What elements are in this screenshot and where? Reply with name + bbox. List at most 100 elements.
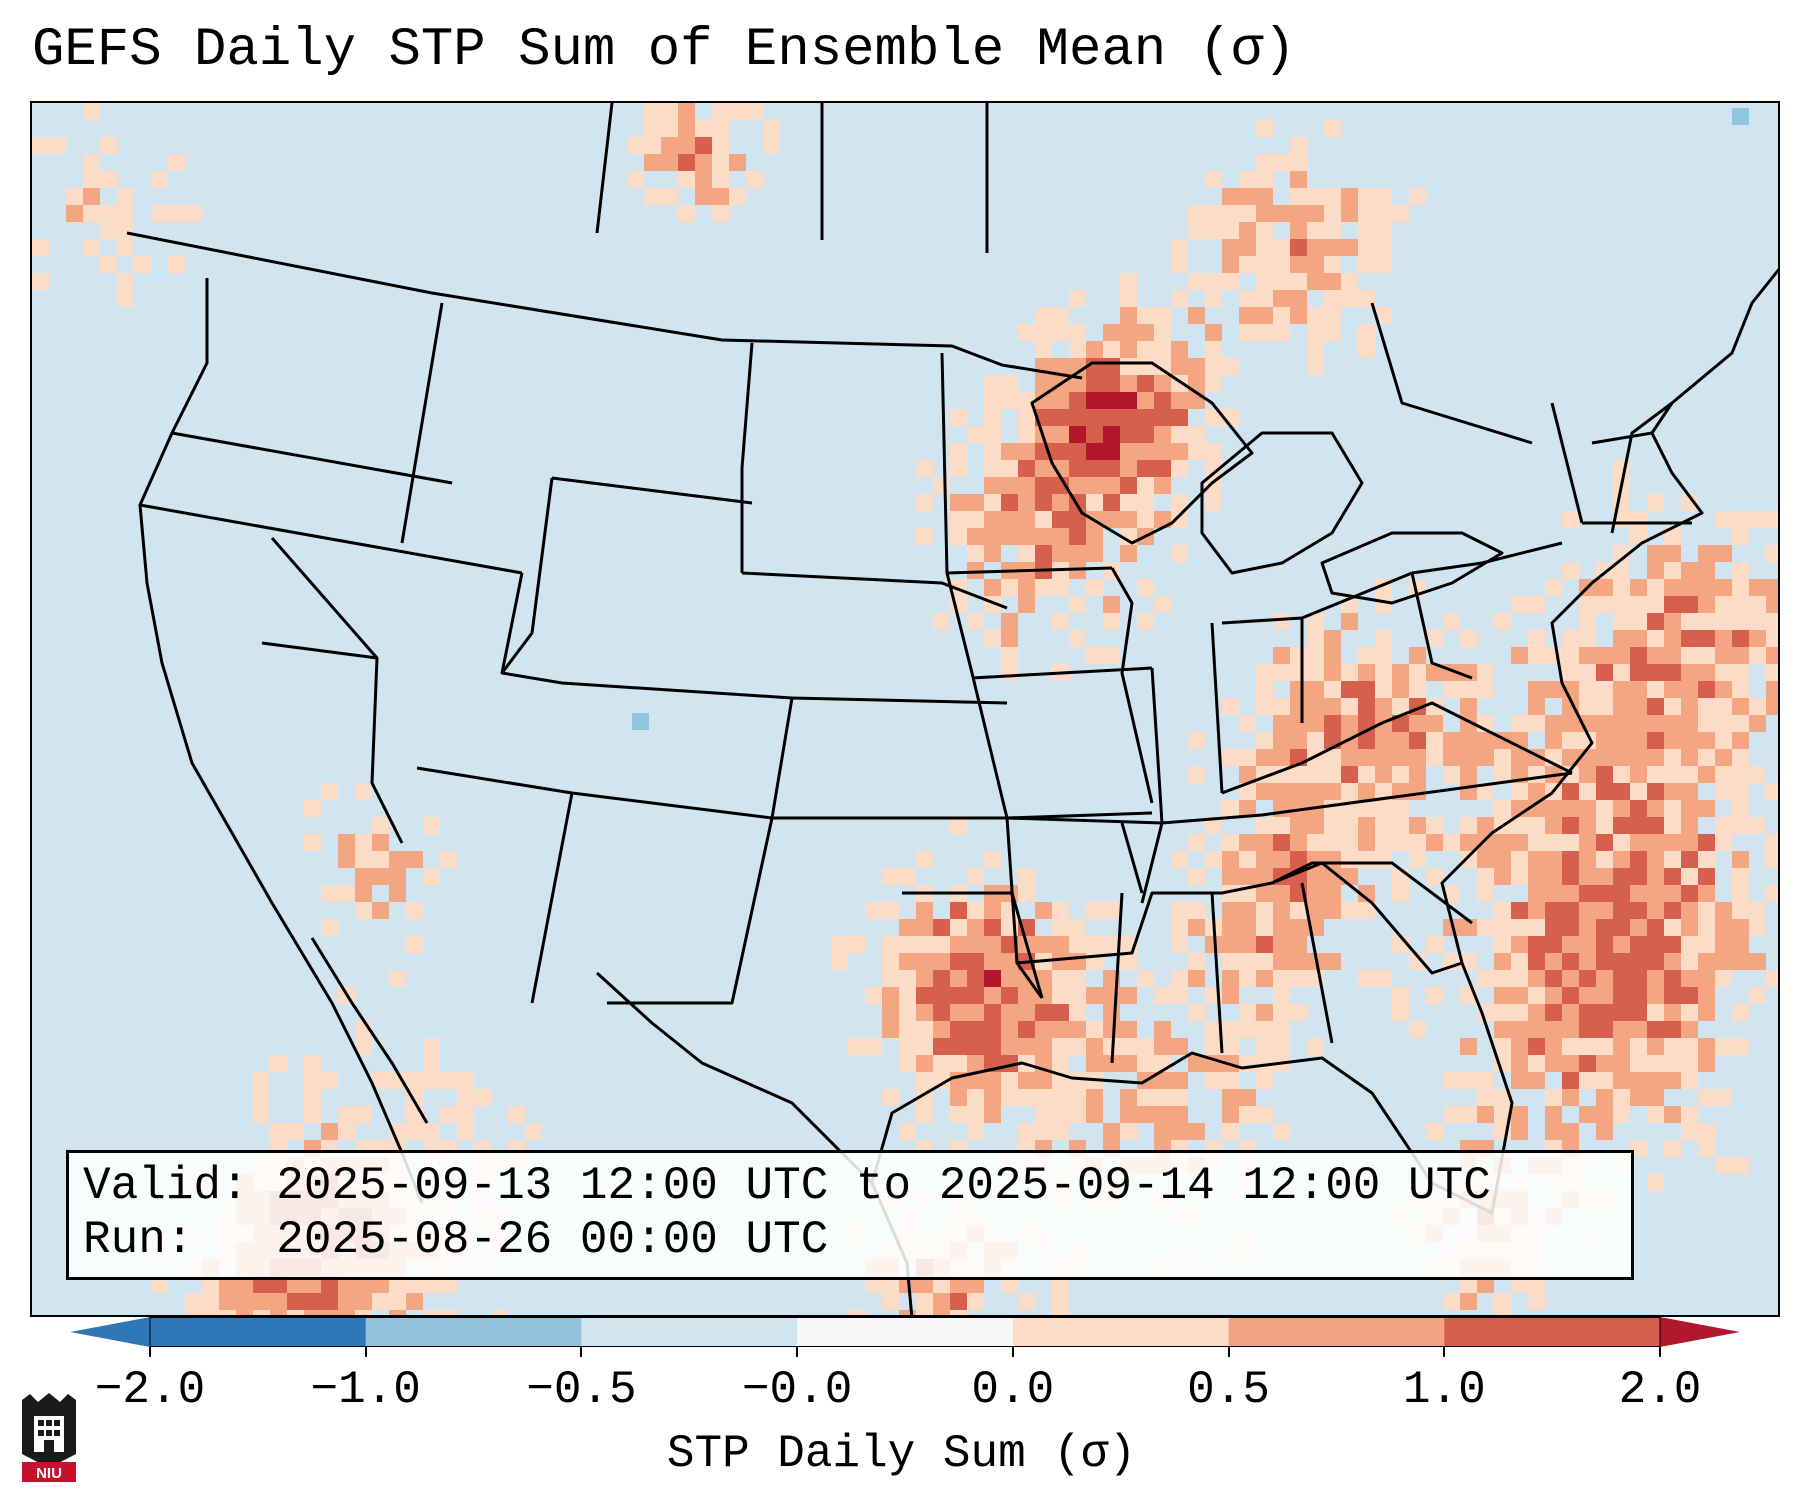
stp-cell xyxy=(1239,188,1256,205)
stp-cell xyxy=(440,1310,457,1315)
stp-cell-negative xyxy=(1732,108,1749,125)
stp-cell xyxy=(1681,1055,1698,1072)
map-panel xyxy=(30,101,1780,1317)
stp-cell xyxy=(916,460,933,477)
stp-cell xyxy=(1273,307,1290,324)
stp-cell xyxy=(1681,664,1698,681)
stp-cell xyxy=(1392,834,1409,851)
colorbar-segment xyxy=(797,1317,1014,1347)
stp-cell xyxy=(304,834,321,851)
stp-cell xyxy=(1715,664,1732,681)
stp-cell xyxy=(1477,1106,1494,1123)
stp-cell xyxy=(763,120,780,137)
stp-cell xyxy=(1528,1072,1545,1089)
stp-cell xyxy=(1613,766,1630,783)
stp-cell xyxy=(1545,1089,1562,1106)
stp-cell xyxy=(984,545,1001,562)
stp-cell xyxy=(1256,239,1273,256)
stp-cell xyxy=(1018,324,1035,341)
stp-cell xyxy=(1511,1038,1528,1055)
stp-cell xyxy=(1324,256,1341,273)
stp-cell xyxy=(1698,647,1715,664)
stp-cell xyxy=(1069,477,1086,494)
stp-cell xyxy=(1596,834,1613,851)
stp-cell xyxy=(1103,596,1120,613)
stp-cell xyxy=(933,1055,950,1072)
stp-cell xyxy=(1273,987,1290,1004)
stp-cell xyxy=(389,868,406,885)
stp-cell xyxy=(1001,392,1018,409)
stp-cell xyxy=(1664,868,1681,885)
stp-cell xyxy=(1375,630,1392,647)
stp-cell xyxy=(1341,698,1358,715)
stp-cell xyxy=(1256,120,1273,137)
svg-text:NIU: NIU xyxy=(36,1465,62,1482)
stp-cell xyxy=(1375,732,1392,749)
stp-cell xyxy=(1579,817,1596,834)
stp-cell xyxy=(1307,205,1324,222)
map-title: GEFS Daily STP Sum of Ensemble Mean (σ) xyxy=(32,20,1296,81)
stp-cell xyxy=(661,188,678,205)
stp-cell xyxy=(1681,936,1698,953)
stp-cell xyxy=(1579,1021,1596,1038)
stp-cell xyxy=(1698,1089,1715,1106)
stp-cell xyxy=(1749,613,1766,630)
stp-cell xyxy=(1698,545,1715,562)
stp-cell xyxy=(1732,528,1749,545)
stp-cell xyxy=(1018,1021,1035,1038)
stp-cell xyxy=(1613,970,1630,987)
stp-cell xyxy=(1205,460,1222,477)
stp-cell xyxy=(1273,154,1290,171)
stp-cell xyxy=(1290,936,1307,953)
stp-cell xyxy=(1120,1021,1137,1038)
stp-cell xyxy=(1664,596,1681,613)
stp-cell xyxy=(1732,749,1749,766)
stp-cell xyxy=(984,494,1001,511)
stp-cell xyxy=(1035,324,1052,341)
stp-cell xyxy=(1579,936,1596,953)
stp-cell xyxy=(1086,579,1103,596)
stp-cell xyxy=(1273,953,1290,970)
stp-cell xyxy=(1494,1021,1511,1038)
stp-cell xyxy=(1375,222,1392,239)
stp-cell xyxy=(1732,783,1749,800)
stp-cell xyxy=(1732,800,1749,817)
stp-cell xyxy=(1188,222,1205,239)
stp-cell xyxy=(1630,834,1647,851)
stp-cell xyxy=(1630,800,1647,817)
stp-cell xyxy=(1001,477,1018,494)
stp-cell xyxy=(1494,851,1511,868)
stp-cell xyxy=(1630,630,1647,647)
stp-cell xyxy=(712,103,729,120)
stp-cell xyxy=(1613,698,1630,715)
stp-cell xyxy=(1647,936,1664,953)
stp-cell xyxy=(1239,205,1256,222)
stp-cell xyxy=(1698,1038,1715,1055)
stp-cell xyxy=(304,1072,321,1089)
stp-cell xyxy=(1698,1140,1715,1157)
stp-cell xyxy=(1715,749,1732,766)
niu-logo: NIU xyxy=(22,1393,76,1482)
stp-cell xyxy=(1273,239,1290,256)
stp-cell xyxy=(1290,766,1307,783)
stp-cell xyxy=(1171,1106,1188,1123)
stp-cell xyxy=(1681,715,1698,732)
stp-cell xyxy=(1290,290,1307,307)
stp-cell xyxy=(1256,698,1273,715)
stp-cell xyxy=(1239,256,1256,273)
stp-cell xyxy=(1256,834,1273,851)
stp-cell xyxy=(1035,460,1052,477)
stp-cell xyxy=(1681,1123,1698,1140)
stp-cell xyxy=(1324,239,1341,256)
stp-cell xyxy=(1222,851,1239,868)
stp-cell xyxy=(1001,528,1018,545)
stp-cell xyxy=(1494,1310,1511,1315)
stp-cell xyxy=(1290,1004,1307,1021)
stp-cell xyxy=(1324,834,1341,851)
stp-cell xyxy=(321,919,338,936)
stp-cell xyxy=(1630,1089,1647,1106)
stp-cell xyxy=(1188,834,1205,851)
stp-cell xyxy=(695,137,712,154)
stp-cell xyxy=(1664,766,1681,783)
stp-cell xyxy=(831,936,848,953)
